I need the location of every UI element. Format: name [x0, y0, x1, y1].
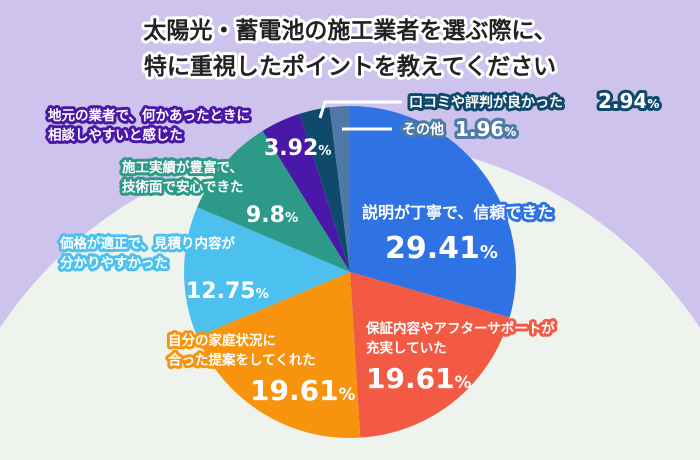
slice-label-1-line-1: 充実していた: [366, 340, 447, 357]
pie-slice-5: [262, 113, 350, 273]
leader-line-reviews: [318, 100, 402, 119]
slice-label-2-line-1: 合った提案をしてくれた: [168, 352, 316, 369]
slice-value-0: 29.41%: [385, 231, 498, 266]
slice-label-3-line-0: 価格が適正で、見積り内容が: [59, 235, 235, 252]
chart-title-line-2: 特に重視したポイントを教えてください: [144, 53, 556, 80]
slice-label-4-line-0: 施工実績が豊富で、: [122, 159, 243, 176]
pie-slice-1: [350, 272, 510, 438]
slice-value-5: 3.92%: [264, 136, 332, 161]
slice-label-0-line-0: 説明が丁寧で、信頼できた: [362, 203, 553, 222]
pie-slice-3: [184, 207, 350, 337]
chart-title-line-1: 太陽光・蓄電池の施工業者を選ぶ際に、: [143, 17, 556, 44]
slice-value-7: 1.96%: [455, 117, 516, 141]
slice-value-6: 2.94%: [598, 89, 659, 113]
pie-slice-0: [350, 106, 516, 318]
slice-label-3-line-1: 分かりやすかった: [60, 256, 168, 272]
pie-slice-2: [197, 272, 361, 438]
pie-slice-7: [329, 106, 350, 272]
pie-slice-4: [197, 130, 350, 272]
slice-value-1: 19.61%: [366, 362, 472, 395]
slice-value-4: 9.8%: [246, 203, 298, 228]
pie-slice-6: [299, 107, 350, 272]
slice-label-5-line-0: 地元の業者で、何かあったときに: [48, 107, 250, 124]
slice-label-7-line-0: その他: [402, 121, 444, 138]
slice-label-6-line-0: 口コミや評判が良かった: [409, 94, 563, 111]
slice-label-1-line-0: 保証内容やアフターサポートが: [365, 320, 555, 337]
slice-label-4-line-1: 技術面で安心できた: [122, 179, 244, 196]
slice-label-2-line-0: 自分の家庭状況に: [168, 332, 276, 349]
slice-value-3: 12.75%: [186, 279, 269, 304]
slice-label-5-line-1: 相談しやすいと感じた: [48, 127, 183, 144]
slice-value-2: 19.61%: [250, 374, 356, 407]
